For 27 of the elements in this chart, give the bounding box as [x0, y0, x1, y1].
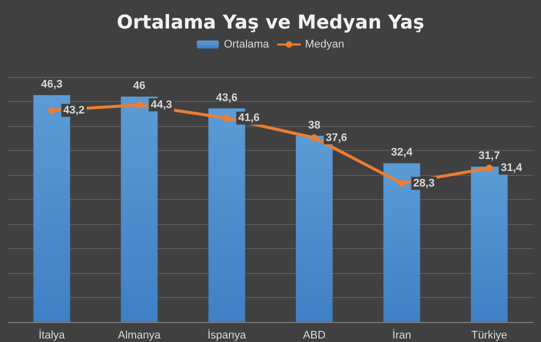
data-label: 44,3 [150, 98, 172, 111]
point [48, 106, 56, 114]
x-tick-label: İspanya [207, 328, 247, 342]
x-tick-label: ABD [302, 330, 326, 342]
data-label: 28,3 [413, 177, 435, 190]
data-label: 46,3 [41, 78, 62, 91]
point [310, 134, 318, 142]
x-tick-label: Türkiye [471, 330, 508, 342]
x-tick-label: İtalya [38, 328, 66, 342]
x-tick-label: İran [392, 328, 412, 342]
data-label: 46 [133, 80, 146, 92]
data-label: 43,6 [216, 92, 238, 104]
data-label: 38 [308, 119, 320, 132]
point [223, 114, 230, 122]
data-label: 31,4 [500, 162, 524, 174]
data-label: 37,6 [326, 132, 348, 144]
point [398, 180, 406, 187]
point [136, 101, 143, 108]
data-label: 41,6 [238, 112, 260, 124]
x-tick-label: Almanya [118, 330, 162, 342]
point [486, 164, 493, 172]
data-label: 31,7 [478, 150, 500, 162]
legend-label: Medyan [305, 38, 344, 50]
legend-label: Ortalama [224, 38, 270, 50]
data-label: 32,4 [391, 146, 414, 159]
data-label: 43,2 [63, 104, 85, 116]
chart-title: Ortalama Yaş ve Medyan Yaş [116, 12, 424, 34]
